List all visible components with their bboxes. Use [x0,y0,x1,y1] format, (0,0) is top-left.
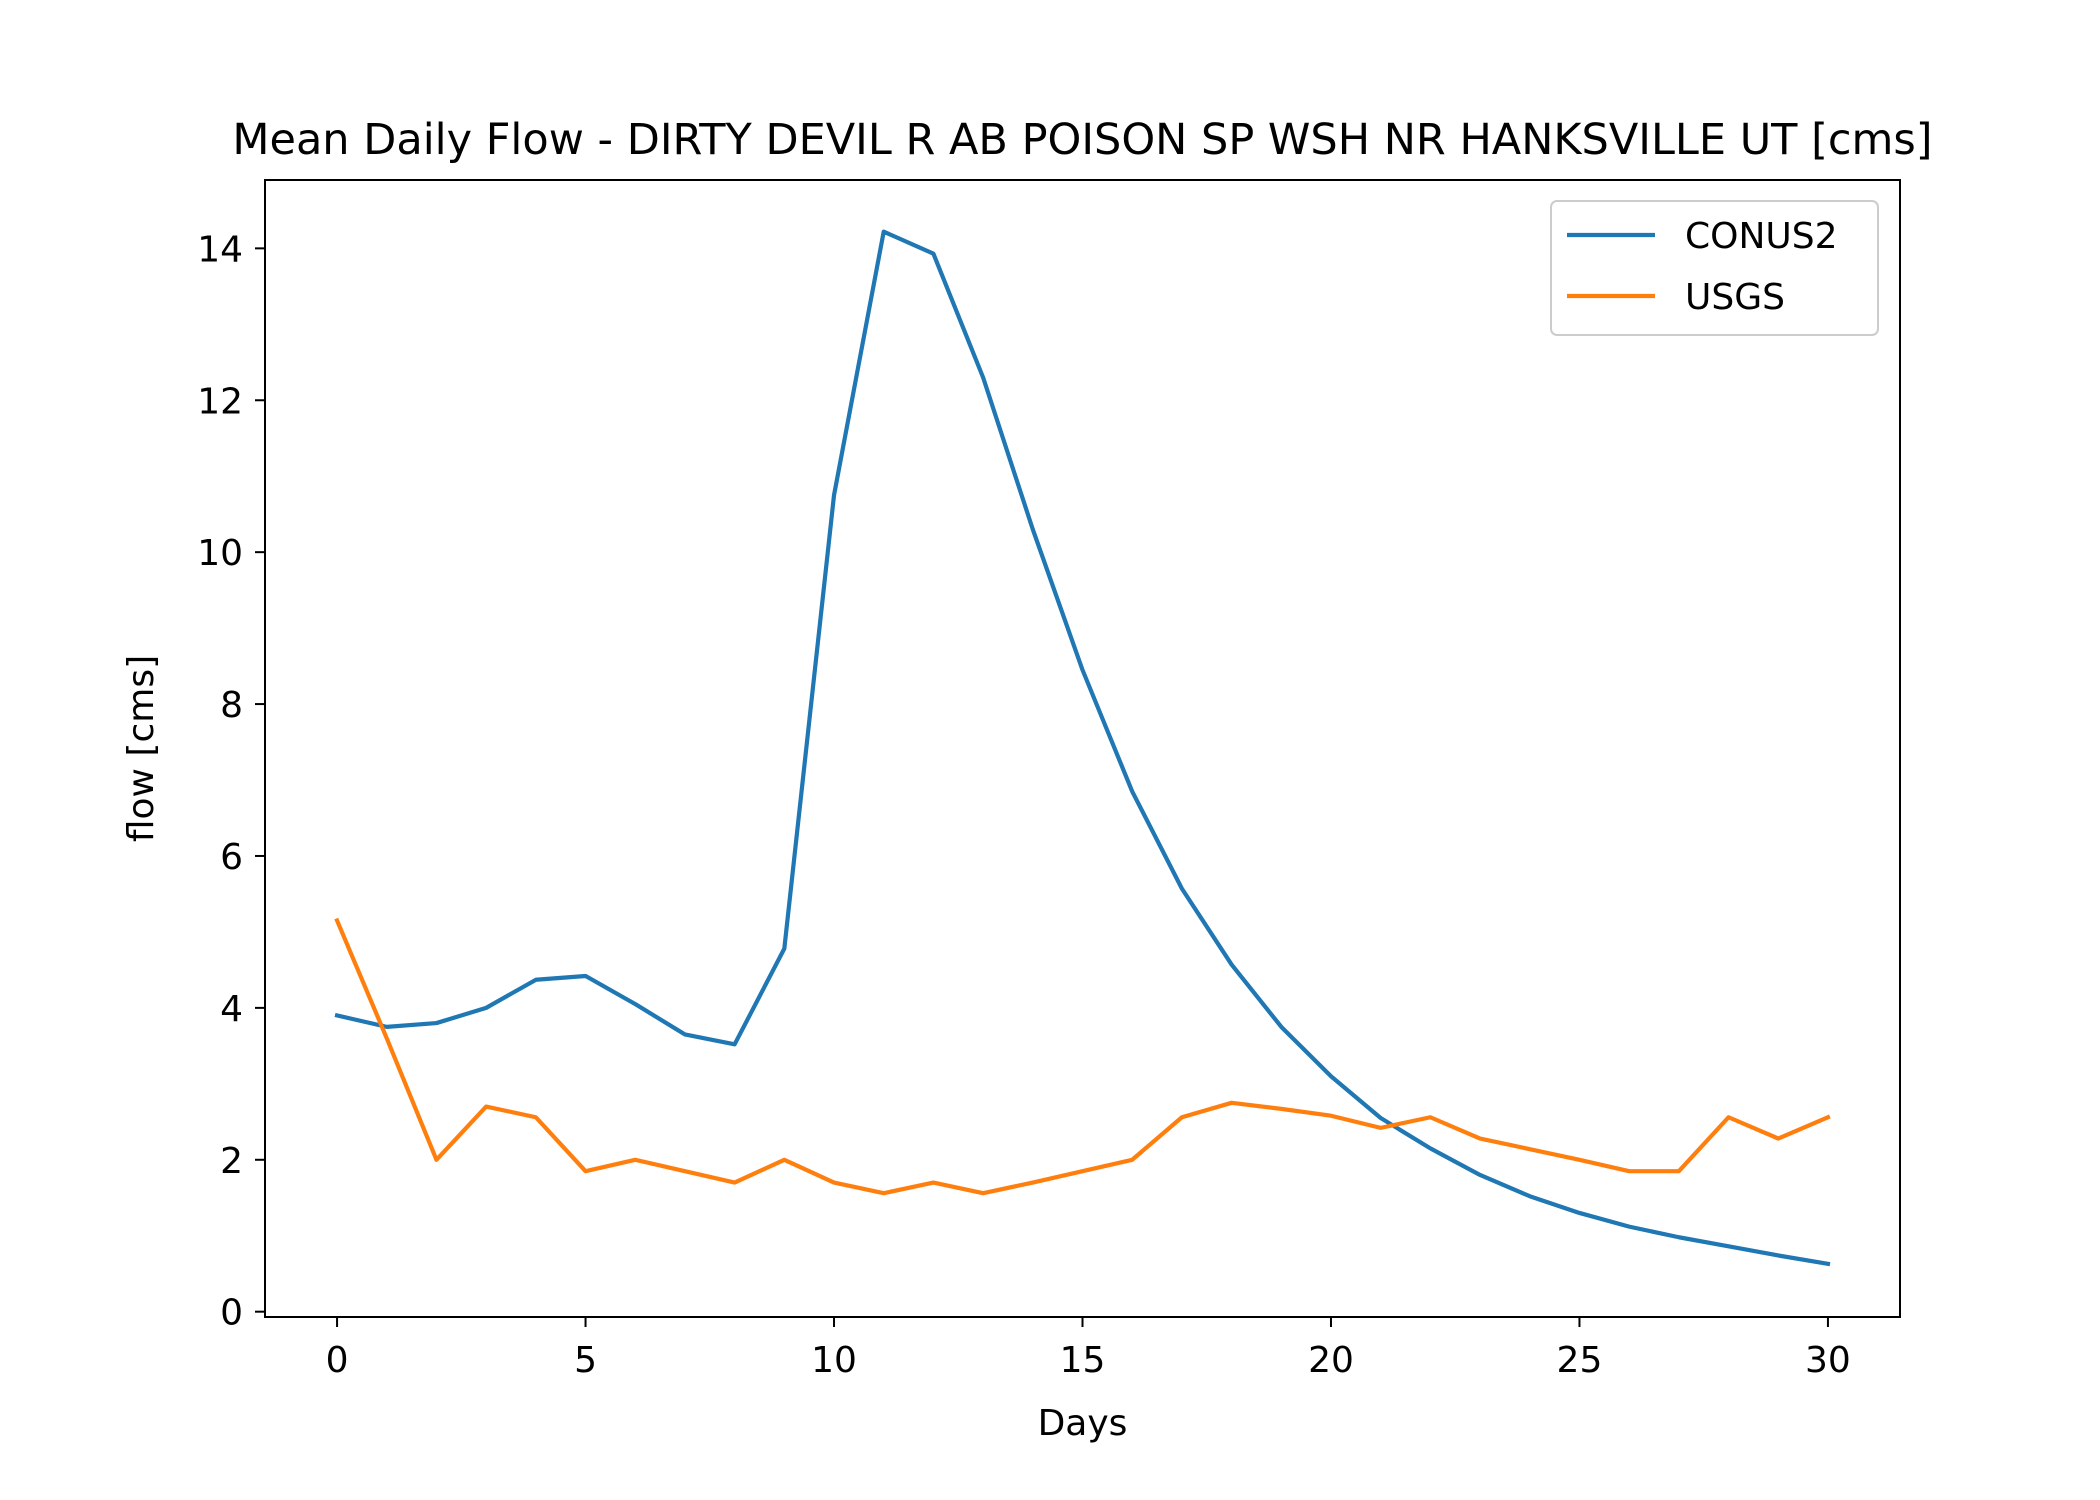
chart-title: Mean Daily Flow - DIRTY DEVIL R AB POISO… [232,115,1932,165]
plot-area [265,180,1900,1317]
y-tick-label: 0 [220,1293,243,1334]
x-tick-label: 15 [1060,1340,1106,1381]
x-axis-label: Days [1038,1403,1128,1444]
legend-label-usgs: USGS [1685,277,1785,318]
y-tick-label: 2 [220,1141,243,1182]
y-tick-label: 8 [220,685,243,726]
series-layer [334,229,1831,1267]
series-line-conus2 [334,229,1831,1267]
x-axis: 0 5 10 15 20 25 30 [326,1317,1851,1381]
x-tick-label: 5 [574,1340,597,1381]
x-tick-label: 0 [326,1340,349,1381]
y-tick-label: 4 [220,989,243,1030]
x-tick-label: 25 [1557,1340,1603,1381]
series-line-usgs [334,917,1831,1196]
y-axis-label: flow [cms] [121,655,162,842]
legend: CONUS2 USGS [1550,200,1879,336]
legend-label-conus2: CONUS2 [1685,216,1838,257]
x-tick-label: 30 [1805,1340,1851,1381]
y-tick-label: 12 [197,381,243,422]
y-axis: 0 2 4 6 8 10 12 14 [197,229,265,1334]
x-tick-label: 20 [1308,1340,1354,1381]
y-tick-label: 6 [220,837,243,878]
y-tick-label: 14 [197,229,243,270]
y-tick-label: 10 [197,533,243,574]
x-tick-label: 10 [811,1340,857,1381]
